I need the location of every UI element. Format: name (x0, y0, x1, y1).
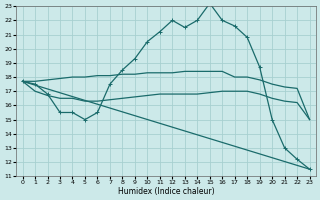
X-axis label: Humidex (Indice chaleur): Humidex (Indice chaleur) (118, 187, 214, 196)
